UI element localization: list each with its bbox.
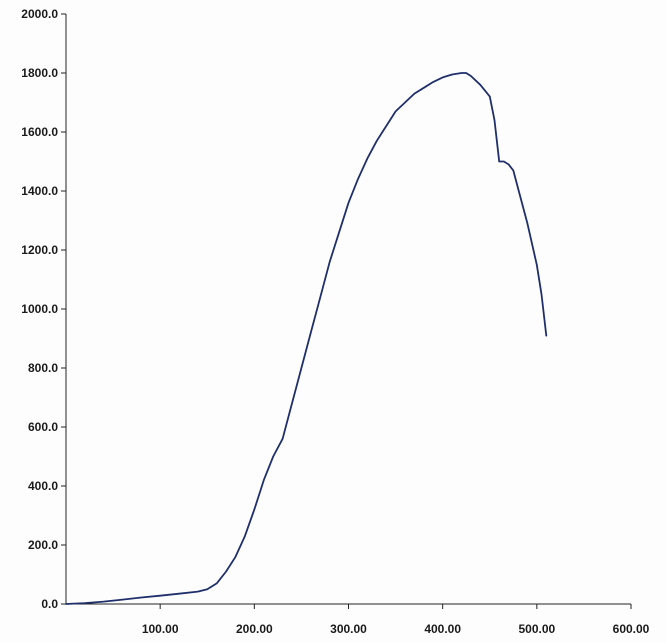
y-axis-ticks: 0.0 200.0 400.0 600.0 800.0 1000.0 1200.0 1400.…: [21, 7, 66, 611]
y-tick-label: 1600.0: [21, 125, 58, 139]
y-tick-label: 200.0: [28, 538, 58, 552]
x-axis-ticks: 100.00 200.00 300.00 400.00 500.00 600.00: [142, 604, 650, 636]
y-tick-label: 2000.0: [21, 7, 58, 21]
x-tick-label: 500.00: [518, 622, 555, 636]
y-tick-label: 1000.0: [21, 302, 58, 316]
y-tick-label: 1800.0: [21, 66, 58, 80]
y-tick-label: 1400.0: [21, 184, 58, 198]
y-tick-label: 1200.0: [21, 243, 58, 257]
y-tick-label: 600.0: [28, 420, 58, 434]
x-tick-label: 200.00: [236, 622, 273, 636]
data-series-line: [65, 72, 548, 605]
x-tick-label: 300.00: [330, 622, 367, 636]
y-tick-label: 400.0: [28, 479, 58, 493]
y-tick-label: 800.0: [28, 361, 58, 375]
x-tick-label: 400.00: [424, 622, 461, 636]
y-tick-label: 0.0: [41, 597, 58, 611]
x-tick-label: 100.00: [142, 622, 179, 636]
x-tick-label: 600.00: [613, 622, 650, 636]
